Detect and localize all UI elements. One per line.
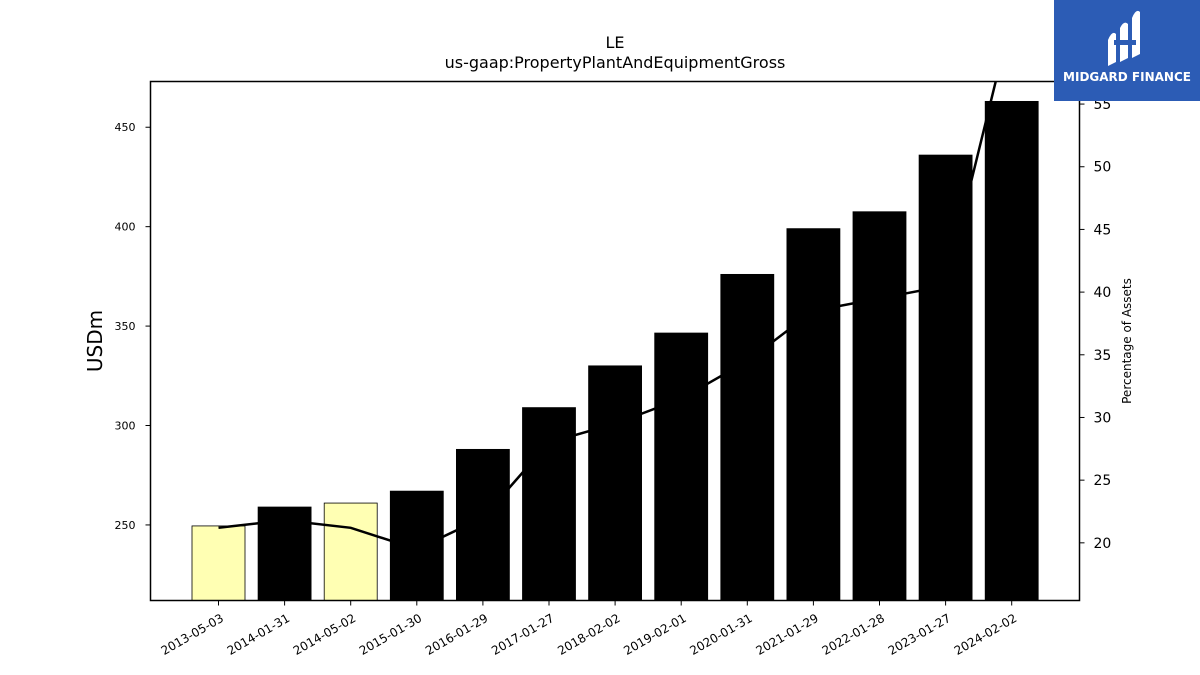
bar	[588, 365, 642, 601]
bar	[654, 332, 709, 601]
y-tick-label: 300	[115, 420, 136, 433]
x-tick-label: 2022-01-28	[820, 611, 887, 658]
y-tick-label: 450	[115, 121, 136, 134]
x-tick-label: 2019-02-01	[621, 611, 688, 658]
x-tick-label: 2013-05-03	[159, 611, 226, 658]
bar	[984, 100, 1039, 601]
y2-tick-label: 20	[1094, 536, 1112, 552]
bar	[918, 154, 973, 601]
bars-group	[191, 100, 1039, 601]
y-tick-label: 400	[115, 221, 136, 234]
y-axis-left: 250 300 350 400 450	[115, 121, 151, 532]
x-tick-label: 2024-02-02	[952, 611, 1019, 658]
logo: MIDGARD FINANCE	[1054, 0, 1200, 101]
y-tick-label: 350	[115, 320, 136, 333]
y2-tick-label: 55	[1094, 97, 1112, 113]
bar	[191, 525, 246, 601]
logo-mark-icon: MIDGARD FINANCE	[1063, 10, 1191, 84]
x-tick-label: 2023-01-27	[886, 611, 953, 658]
x-tick-label: 2015-01-30	[357, 611, 424, 658]
y2-tick-label: 50	[1094, 160, 1112, 176]
x-tick-label: 2017-01-27	[489, 611, 556, 658]
x-tick-label: 2018-02-02	[555, 611, 622, 658]
line-group	[218, 81, 997, 551]
series-line	[218, 81, 997, 551]
y2-tick-label: 30	[1094, 410, 1112, 426]
bar	[522, 407, 576, 601]
x-tick-label: 2014-05-02	[291, 611, 358, 658]
y-tick-label: 250	[115, 519, 136, 532]
y-axis-right: 20 25 30 35 40 45 50 55	[1079, 97, 1112, 552]
y2-tick-label: 45	[1094, 222, 1112, 238]
x-tick-label: 2014-01-31	[225, 611, 292, 658]
bar	[786, 228, 841, 601]
x-tick-label: 2020-01-31	[687, 611, 754, 658]
y2-tick-label: 35	[1094, 348, 1112, 364]
bar	[389, 490, 444, 601]
bar	[852, 211, 907, 601]
bar	[455, 448, 510, 601]
chart-subtitle: us-gaap:PropertyPlantAndEquipmentGross	[445, 53, 786, 72]
x-axis: 2013-05-032014-01-312014-05-022015-01-30…	[159, 600, 1019, 658]
logo-text: MIDGARD FINANCE	[1063, 70, 1191, 84]
x-tick-label: 2021-01-29	[753, 611, 820, 658]
bar	[720, 273, 775, 601]
y-axis-label: USDm	[83, 310, 107, 372]
y2-tick-label: 25	[1094, 473, 1112, 489]
chart-title: LE	[605, 33, 624, 52]
x-tick-label: 2016-01-29	[423, 611, 490, 658]
bar	[323, 502, 378, 601]
y2-tick-label: 40	[1094, 285, 1112, 301]
y2-axis-label: Percentage of Assets	[1120, 278, 1134, 404]
